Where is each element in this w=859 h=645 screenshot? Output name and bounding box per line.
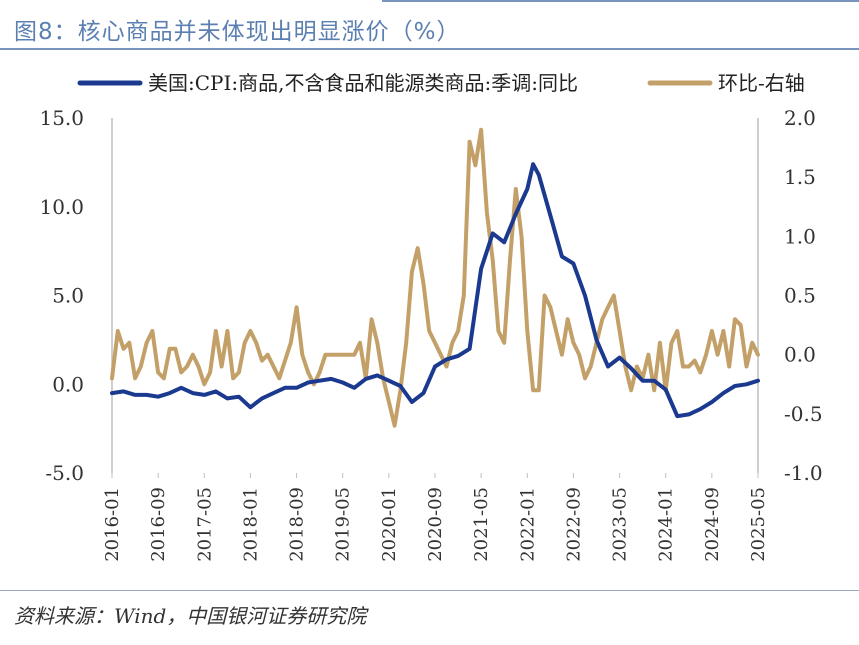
x-tick-label: 2023-05 [610,487,631,562]
x-tick-label: 2024-09 [702,487,723,562]
y-left-tick-label: -5.0 [45,461,84,485]
y-right-tick-label: 2.0 [784,106,816,130]
y-right-tick-label: -1.0 [784,461,823,485]
series-line-yoy [110,162,760,419]
x-tick-label: 2020-09 [425,487,446,562]
footer-divider [0,590,859,591]
legend-label-1: 美国:CPI:商品,不含食品和能源类商品:季调:同比 [148,71,578,95]
x-tick-label: 2018-01 [240,487,261,562]
x-tick-label: 2016-01 [102,487,123,562]
x-tick-label: 2025-05 [748,487,769,562]
x-tick-label: 2020-01 [379,487,400,562]
x-tick-label: 2018-09 [287,487,308,562]
x-tick-label: 2022-09 [563,487,584,562]
x-tick-label: 2019-05 [333,487,354,562]
y-left-tick-label: 10.0 [39,195,84,219]
chart-title: 图8：核心商品并未体现出明显涨价（%） [14,19,461,45]
legend-label-2: 环比-右轴 [718,71,805,95]
y-right-tick-label: -0.5 [784,402,823,426]
y-left-tick-label: 0.0 [52,372,84,396]
x-tick-label: 2017-05 [194,487,215,562]
title-divider [0,48,859,50]
x-tick-label: 2021-05 [471,487,492,562]
y-right-tick-label: 1.0 [784,224,816,248]
y-right-tick-label: 0.5 [784,284,816,308]
x-tick-label: 2016-09 [148,487,169,562]
legend: 美国:CPI:商品,不含食品和能源类商品:季调:同比 环比-右轴 [77,71,805,95]
line-chart: 美国:CPI:商品,不含食品和能源类商品:季调:同比 环比-右轴 15.0 10.… [39,71,823,562]
y-left-tick-label: 15.0 [39,106,84,130]
series-line-mom [110,127,760,428]
x-tick-label: 2024-01 [656,487,677,562]
y-right-tick-label: 1.5 [784,165,816,189]
y-left-tick-label: 5.0 [52,284,84,308]
source-note: 资料来源：Wind，中国银河证券研究院 [14,604,367,628]
x-tick-label: 2022-01 [517,487,538,562]
title-top-rule [382,0,859,2]
y-right-tick-label: 0.0 [784,343,816,367]
